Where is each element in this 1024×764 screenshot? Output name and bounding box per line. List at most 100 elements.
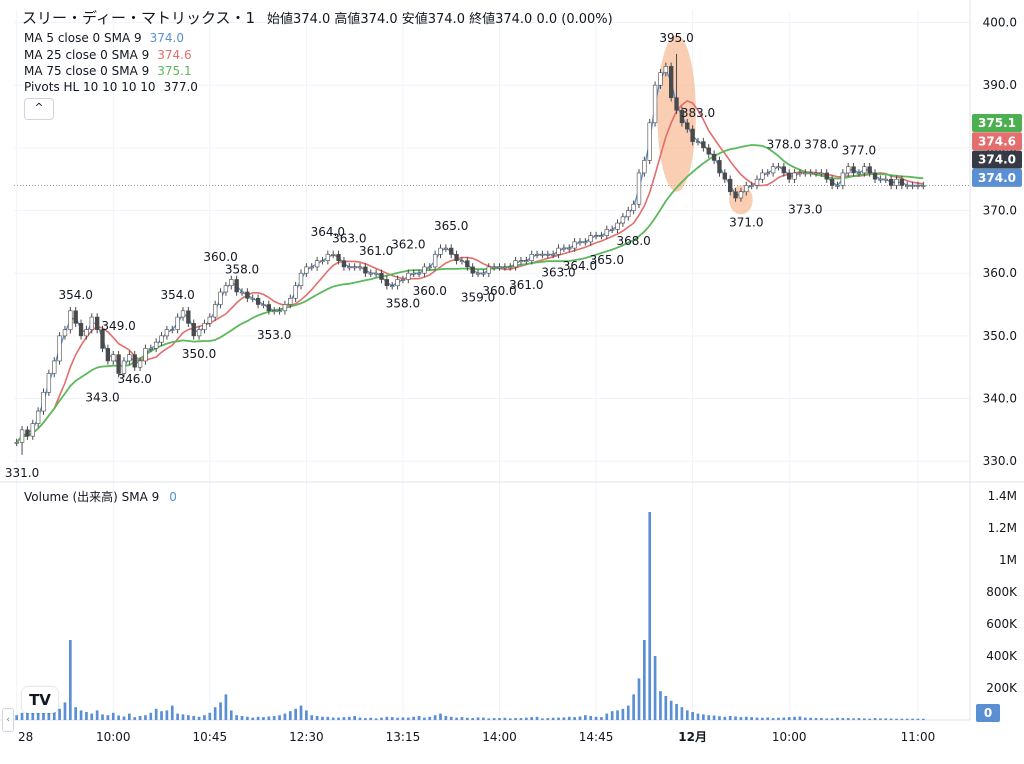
volume-bar xyxy=(385,716,389,720)
price-badge-label: 374.6 xyxy=(978,134,1016,148)
price-badge xyxy=(972,114,1022,132)
pivot-label: 359.0 xyxy=(461,290,495,304)
candle-body xyxy=(159,335,164,343)
volume-bar xyxy=(465,717,469,720)
price-tick-label: 390.0 xyxy=(983,78,1017,92)
candle-body xyxy=(642,160,647,174)
candle-body xyxy=(856,172,862,175)
volume-bar xyxy=(181,714,185,720)
pivot-label: 362.0 xyxy=(391,238,425,252)
price-tick-label: 360.0 xyxy=(983,266,1017,280)
volume-bar xyxy=(347,716,351,720)
volume-bar xyxy=(138,716,142,720)
volume-legend[interactable]: Volume (出来高) SMA 9 0 xyxy=(24,488,177,505)
price-badge-label: 374.0 xyxy=(978,153,1016,167)
scroll-left-icon[interactable]: ‹ xyxy=(2,708,14,732)
candle-body xyxy=(164,329,170,337)
candle-body xyxy=(609,229,615,231)
volume-bar xyxy=(728,716,732,720)
volume-bar xyxy=(873,718,877,720)
volume-bar xyxy=(20,712,24,720)
candle-body xyxy=(94,316,100,330)
volume-bar xyxy=(170,705,174,720)
volume-bar xyxy=(321,716,324,720)
candle-body xyxy=(127,354,132,362)
volume-bar xyxy=(154,708,158,720)
time-tick-label: 10:00 xyxy=(96,730,131,744)
candle-body xyxy=(250,297,255,300)
volume-bar xyxy=(814,718,818,720)
symbol-title: スリー・ディー・マトリックス・1 xyxy=(22,9,256,27)
pivot-label: 383.0 xyxy=(681,106,715,120)
volume-bar xyxy=(895,718,898,720)
volume-bar xyxy=(197,716,201,720)
volume-bar xyxy=(696,713,700,720)
pivot-label: 353.0 xyxy=(257,328,291,342)
volume-bar xyxy=(460,717,464,720)
volume-bar xyxy=(793,716,796,720)
volume-bar xyxy=(648,512,652,720)
pivot-label: 354.0 xyxy=(160,288,194,302)
pivot-label: 395.0 xyxy=(659,31,693,45)
time-tick-label: 10:00 xyxy=(772,730,807,744)
candle-body xyxy=(347,266,352,269)
candle-body xyxy=(829,178,835,186)
candle-body xyxy=(331,254,336,256)
pivot-label: 378.0 xyxy=(804,137,838,151)
candle-body xyxy=(111,354,116,362)
volume-bar xyxy=(423,717,426,720)
volume-bar xyxy=(546,718,550,720)
volume-bar xyxy=(621,708,625,720)
pivot-label: 343.0 xyxy=(85,391,119,405)
candle-body xyxy=(722,172,728,180)
legend-ma25[interactable]: MA 25 close 0 SMA 9 374.6 xyxy=(24,48,192,62)
candle-body xyxy=(819,172,824,175)
volume-bar xyxy=(712,715,716,720)
candle-body xyxy=(266,304,272,312)
legend-pivots[interactable]: Pivots HL 10 10 10 10 377.0 xyxy=(24,80,198,94)
candle-body xyxy=(711,153,717,161)
volume-bar xyxy=(600,717,603,720)
collapse-legend-button[interactable]: ^ xyxy=(24,98,54,120)
volume-bar xyxy=(551,717,555,720)
volume-bar xyxy=(449,716,453,720)
candle-body xyxy=(186,310,191,324)
candle-body xyxy=(754,178,760,186)
volume-bar xyxy=(117,715,120,720)
price-tick-label: 400.0 xyxy=(983,16,1017,30)
legend-ma75[interactable]: MA 75 close 0 SMA 9 375.1 xyxy=(24,64,192,78)
legend-ma5[interactable]: MA 5 close 0 SMA 9 374.0 xyxy=(24,31,184,45)
volume-bar xyxy=(144,715,147,720)
candle-body xyxy=(406,272,411,280)
candle-body xyxy=(813,172,819,175)
candle-body xyxy=(770,166,776,174)
volume-bar xyxy=(868,718,872,720)
volume-bar xyxy=(846,718,850,720)
candle-body xyxy=(749,185,754,187)
candle-body xyxy=(427,266,432,269)
candle-body xyxy=(797,172,803,175)
volume-bar xyxy=(288,711,292,720)
volume-bar xyxy=(326,716,330,720)
candle-body xyxy=(352,266,357,269)
volume-bar xyxy=(841,718,845,720)
volume-bar xyxy=(820,718,823,720)
candle-body xyxy=(674,97,679,111)
candle-body xyxy=(808,172,813,175)
volume-tick-label: 400K xyxy=(986,649,1018,663)
volume-bar xyxy=(471,718,475,720)
volume-bar xyxy=(235,715,238,720)
volume-tick-label: 1M xyxy=(999,553,1017,567)
candle-body xyxy=(432,254,438,268)
volume-bar xyxy=(739,717,743,720)
pivot-labels: 331.0 354.0 343.0 349.0 346.0 354.0 350.0 360.0… xyxy=(5,31,876,480)
candle-body xyxy=(25,429,30,437)
pivot-label: 331.0 xyxy=(5,466,39,480)
pivot-label: 354.0 xyxy=(59,288,93,302)
tradingview-logo-icon[interactable]: TV xyxy=(22,687,58,713)
candle-body xyxy=(744,185,749,193)
volume-bar xyxy=(229,710,233,720)
volume-bar xyxy=(374,718,378,720)
